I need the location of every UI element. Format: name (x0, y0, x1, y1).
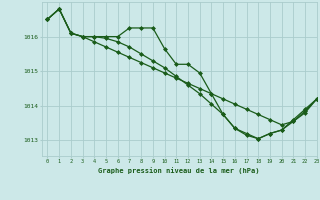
X-axis label: Graphe pression niveau de la mer (hPa): Graphe pression niveau de la mer (hPa) (99, 167, 260, 174)
